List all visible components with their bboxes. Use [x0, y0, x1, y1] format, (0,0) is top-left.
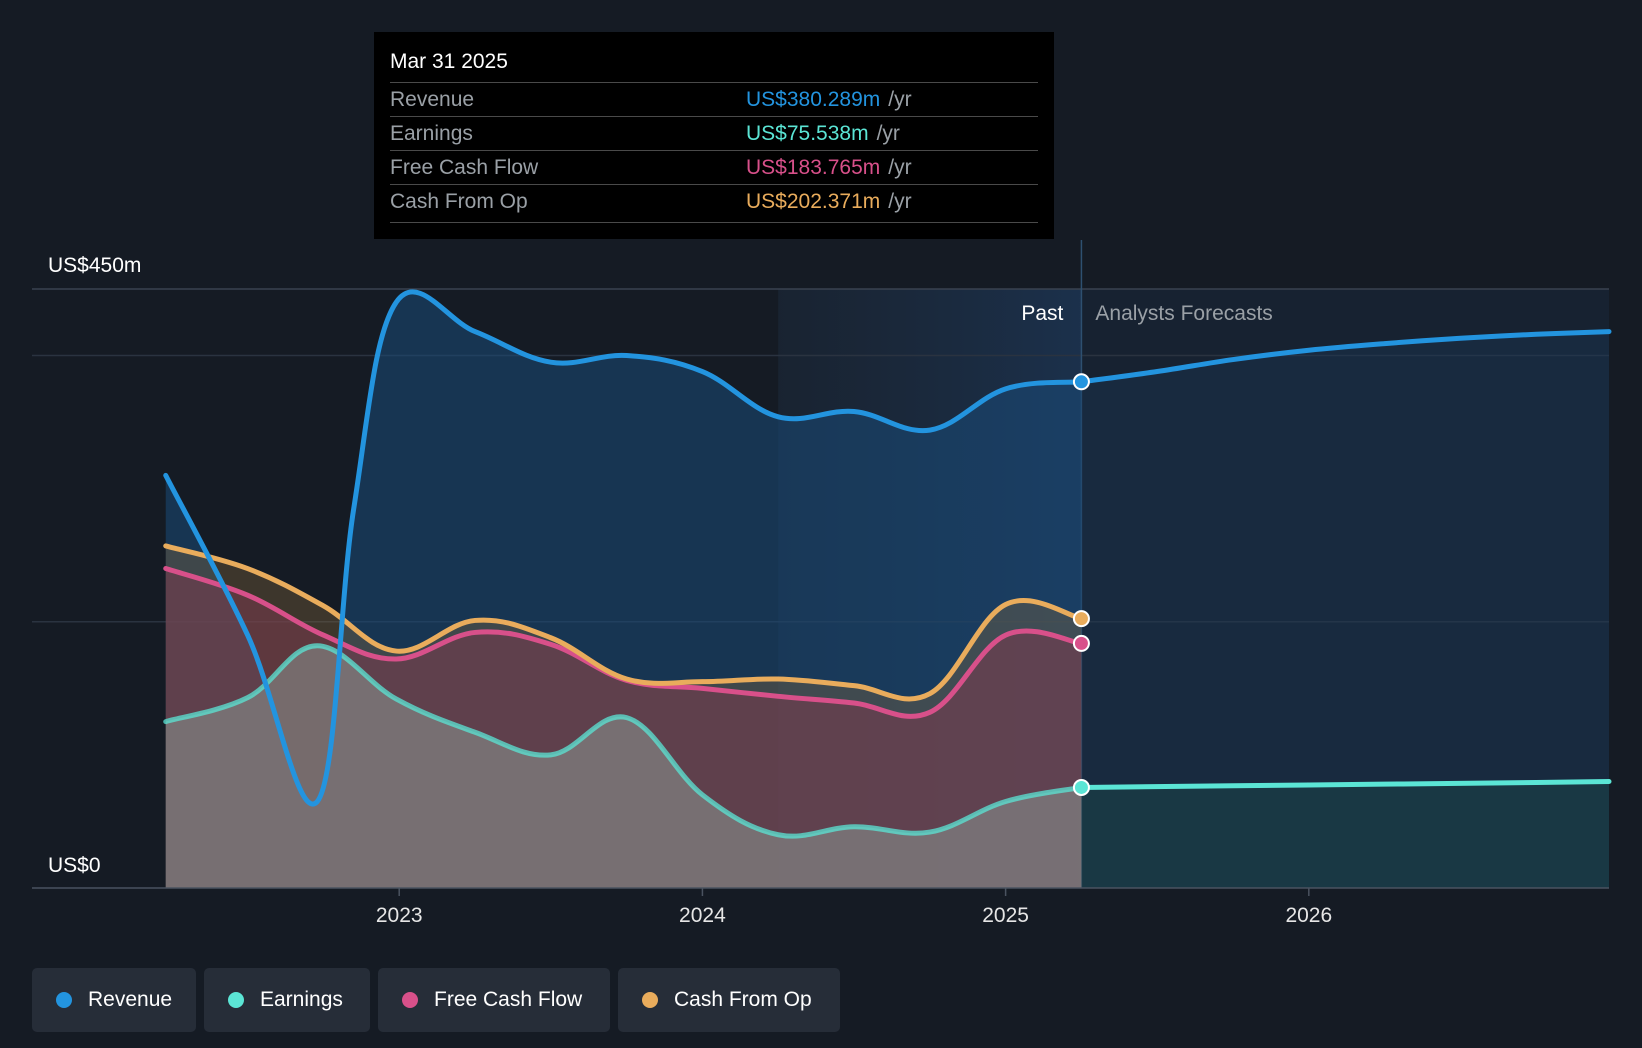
- tooltip-row-free-cash-flow: Free Cash Flow US$183.765m/yr: [390, 150, 1038, 185]
- legend-dot-icon: [402, 992, 418, 1008]
- earnings-line: [163, 643, 1084, 839]
- legend-label: Earnings: [260, 988, 343, 1011]
- x-tick-label: 2026: [1285, 904, 1332, 927]
- tooltip: Mar 31 2025 Revenue US$380.289m/yr Earni…: [374, 32, 1054, 239]
- tooltip-row-earnings: Earnings US$75.538m/yr: [390, 116, 1038, 151]
- x-tick-label: 2023: [376, 904, 423, 927]
- tooltip-value: US$75.538m: [746, 122, 869, 145]
- tooltip-unit: /yr: [888, 190, 912, 213]
- tooltip-value: US$202.371m: [746, 190, 881, 213]
- legend-item-free-cash-flow[interactable]: Free Cash Flow: [378, 968, 610, 1032]
- tooltip-value: US$380.289m: [746, 88, 881, 111]
- tooltip-row-cash-from-op: Cash From Op US$202.371m/yr: [390, 184, 1038, 219]
- tooltip-label: Free Cash Flow: [390, 156, 539, 179]
- legend-label: Cash From Op: [674, 988, 812, 1011]
- legend-item-cash-from-op[interactable]: Cash From Op: [618, 968, 840, 1032]
- cash-from-op-point: [1072, 610, 1090, 628]
- y-tick-label: US$450m: [48, 254, 141, 277]
- legend-label: Revenue: [88, 988, 173, 1011]
- tooltip-value-line: US$202.371m/yr: [746, 185, 912, 219]
- legend-label: Free Cash Flow: [434, 988, 583, 1011]
- free-cash-flow-point: [1072, 634, 1090, 652]
- earnings-point: [1072, 778, 1090, 796]
- tooltip-divider: [390, 222, 1038, 223]
- tooltip-date: Mar 31 2025: [390, 50, 508, 73]
- earnings-forecast-line: [1078, 779, 1612, 790]
- revenue-forecast-line: [1078, 329, 1612, 385]
- tooltip-unit: /yr: [888, 156, 912, 179]
- tooltip-label: Earnings: [390, 122, 473, 145]
- y-tick-label: US$0: [48, 854, 101, 877]
- tooltip-value-line: US$380.289m/yr: [746, 83, 912, 117]
- tooltip-row-revenue: Revenue US$380.289m/yr: [390, 82, 1038, 117]
- tooltip-label: Revenue: [390, 88, 475, 111]
- cash-from-op-line: [163, 543, 1084, 702]
- earnings-forecast-area: [1081, 781, 1609, 888]
- revenue-line: [163, 289, 1084, 807]
- x-tick-label: 2024: [679, 904, 726, 927]
- tooltip-unit: /yr: [888, 88, 912, 111]
- forecast-label: Analysts Forecasts: [1095, 302, 1272, 325]
- revenue-point: [1072, 373, 1090, 391]
- revenue-forecast-area: [1081, 331, 1609, 888]
- tooltip-unit: /yr: [876, 122, 900, 145]
- legend-dot-icon: [228, 992, 244, 1008]
- x-tick-label: 2025: [982, 904, 1029, 927]
- legend-dot-icon: [56, 992, 72, 1008]
- legend-item-earnings[interactable]: Earnings: [204, 968, 370, 1032]
- tooltip-value: US$183.765m: [746, 156, 881, 179]
- tooltip-value-line: US$183.765m/yr: [746, 151, 912, 185]
- past-label: Past: [1021, 302, 1063, 325]
- tooltip-label: Cash From Op: [390, 190, 528, 213]
- legend-item-revenue[interactable]: Revenue: [32, 968, 196, 1032]
- tooltip-value-line: US$75.538m/yr: [746, 117, 900, 151]
- legend-dot-icon: [642, 992, 658, 1008]
